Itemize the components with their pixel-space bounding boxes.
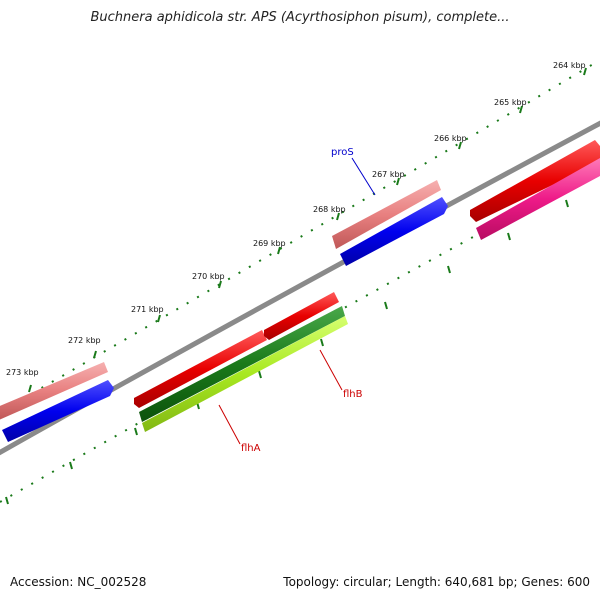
kbp-label: 273 kbp: [6, 368, 39, 377]
kbp-label: 265 kbp: [494, 98, 527, 107]
gene-feature-lime[interactable]: [142, 316, 348, 432]
kbp-label: 268 kbp: [313, 205, 346, 214]
genome-backbone: [0, 120, 600, 456]
flha-label[interactable]: flhA: [241, 443, 261, 454]
forward-strand-features[interactable]: [0, 140, 600, 442]
pros-leader-line: [351, 157, 376, 196]
kbp-label: 270 kbp: [192, 272, 225, 281]
flhb-leader-line: [319, 349, 343, 391]
kbp-label: 264 kbp: [553, 61, 586, 70]
gene-flha[interactable]: [134, 330, 267, 408]
gene-feature-pink[interactable]: [332, 180, 441, 249]
gene-labels: proS flhB flhA: [218, 147, 376, 454]
kbp-label: 269 kbp: [253, 239, 286, 248]
kbp-label: 267 kbp: [372, 170, 405, 179]
gene-flhb[interactable]: [264, 292, 339, 340]
flha-leader-line: [218, 404, 241, 445]
pros-label[interactable]: proS: [331, 147, 354, 158]
kbp-label: 272 kbp: [68, 336, 101, 345]
gene-feature-pink[interactable]: [0, 362, 108, 420]
reverse-strand-features[interactable]: [134, 292, 348, 432]
gene-feature-magenta[interactable]: [476, 158, 600, 240]
gene-feature-darkgreen[interactable]: [139, 306, 345, 422]
kbp-label: 271 kbp: [131, 305, 164, 314]
gene-feature-red[interactable]: [470, 140, 600, 222]
gene-pros[interactable]: [340, 197, 448, 266]
outer-tick-track: [0, 59, 600, 413]
gene-feature-blue[interactable]: [2, 380, 114, 442]
kbp-label: 266 kbp: [434, 134, 467, 143]
map-title: Buchnera aphidicola str. APS (Acyrthosip…: [90, 10, 510, 25]
accession-text: Accession: NC_002528: [10, 575, 147, 589]
genome-info-text: Topology: circular; Length: 640,681 bp; …: [283, 575, 590, 589]
kbp-labels: 264 kbp 265 kbp 266 kbp 267 kbp 268 kbp …: [6, 61, 586, 377]
flhb-label[interactable]: flhB: [343, 389, 363, 400]
